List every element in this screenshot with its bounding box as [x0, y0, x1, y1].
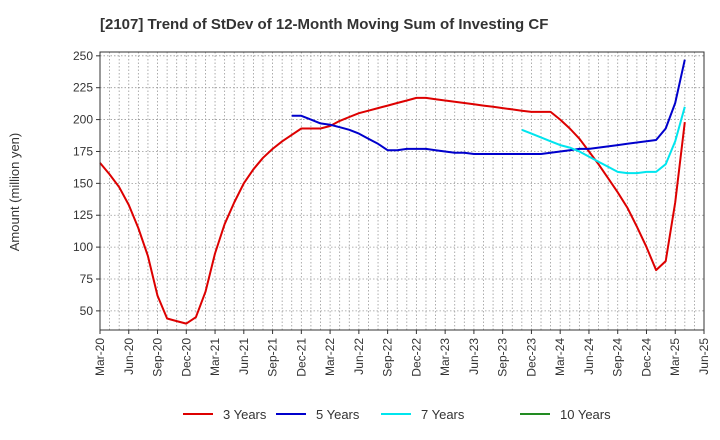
y-axis-label: Amount (million yen): [7, 133, 22, 252]
y-tick-label: 250: [73, 49, 93, 63]
x-tick-label: Mar-22: [323, 338, 337, 376]
x-axis: Mar-20 Jun-20 Sep-20 Dec-20 Mar-21 Jun-21 Sep-…: [93, 330, 711, 377]
legend: 3 Years 5 Years 7 Years 10 Years: [183, 407, 611, 422]
x-tick-label: Jun-23: [467, 338, 481, 375]
y-axis: 50 75 100 125 150 175 200 225 250: [73, 49, 100, 318]
legend-label-3-years: 3 Years: [223, 407, 267, 422]
x-tick-label: Mar-24: [553, 338, 567, 376]
x-tick-label: Jun-22: [352, 338, 366, 375]
x-tick-label: Mar-20: [93, 338, 107, 376]
series-line-5-years: [291, 59, 686, 155]
x-tick-label: Mar-21: [208, 338, 222, 376]
x-tick-label: Sep-24: [611, 338, 625, 377]
legend-label-5-years: 5 Years: [316, 407, 360, 422]
x-tick-label: Jun-25: [697, 338, 711, 375]
y-tick-label: 50: [80, 304, 94, 318]
x-tick-label: Jun-21: [237, 338, 251, 375]
y-tick-label: 75: [80, 272, 94, 286]
legend-label-10-years: 10 Years: [560, 407, 611, 422]
x-tick-label: Dec-23: [524, 338, 538, 377]
y-tick-label: 225: [73, 81, 93, 95]
x-tick-label: Mar-23: [438, 338, 452, 376]
legend-label-7-years: 7 Years: [421, 407, 465, 422]
plot-frame: [99, 51, 705, 331]
y-tick-label: 100: [73, 240, 93, 254]
x-tick-label: Jun-24: [582, 338, 596, 375]
y-tick-label: 150: [73, 176, 93, 190]
x-tick-label: Mar-25: [668, 338, 682, 376]
x-tick-label: Sep-21: [266, 338, 280, 377]
series-lines: [99, 59, 686, 325]
y-tick-label: 175: [73, 144, 93, 158]
x-tick-label: Dec-24: [639, 338, 653, 377]
x-tick-label: Sep-22: [381, 338, 395, 377]
chart-title: [2107] Trend of StDev of 12-Month Moving…: [100, 16, 548, 33]
x-tick-label: Sep-23: [496, 338, 510, 377]
grid: [100, 52, 704, 330]
x-tick-label: Jun-20: [122, 338, 136, 375]
x-tick-label: Dec-20: [179, 338, 193, 377]
series-line-7-years: [521, 106, 686, 175]
y-tick-label: 125: [73, 208, 93, 222]
x-tick-label: Dec-21: [294, 338, 308, 377]
series-line-3-years: [99, 96, 686, 325]
x-tick-label: Dec-22: [409, 338, 423, 377]
x-tick-label: Sep-20: [151, 338, 165, 377]
y-tick-label: 200: [73, 113, 93, 127]
